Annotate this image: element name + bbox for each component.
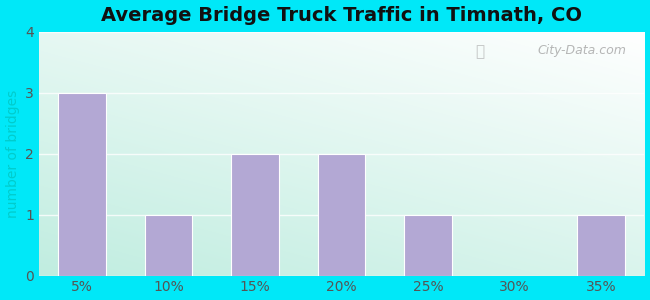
Y-axis label: number of bridges: number of bridges <box>6 89 20 218</box>
Title: Average Bridge Truck Traffic in Timnath, CO: Average Bridge Truck Traffic in Timnath,… <box>101 6 582 25</box>
Text: City-Data.com: City-Data.com <box>538 44 627 57</box>
Bar <box>58 93 106 276</box>
Text: ⓘ: ⓘ <box>475 44 484 59</box>
Bar <box>577 214 625 276</box>
Bar <box>404 214 452 276</box>
Bar <box>231 154 279 276</box>
Bar <box>145 214 192 276</box>
Bar <box>318 154 365 276</box>
